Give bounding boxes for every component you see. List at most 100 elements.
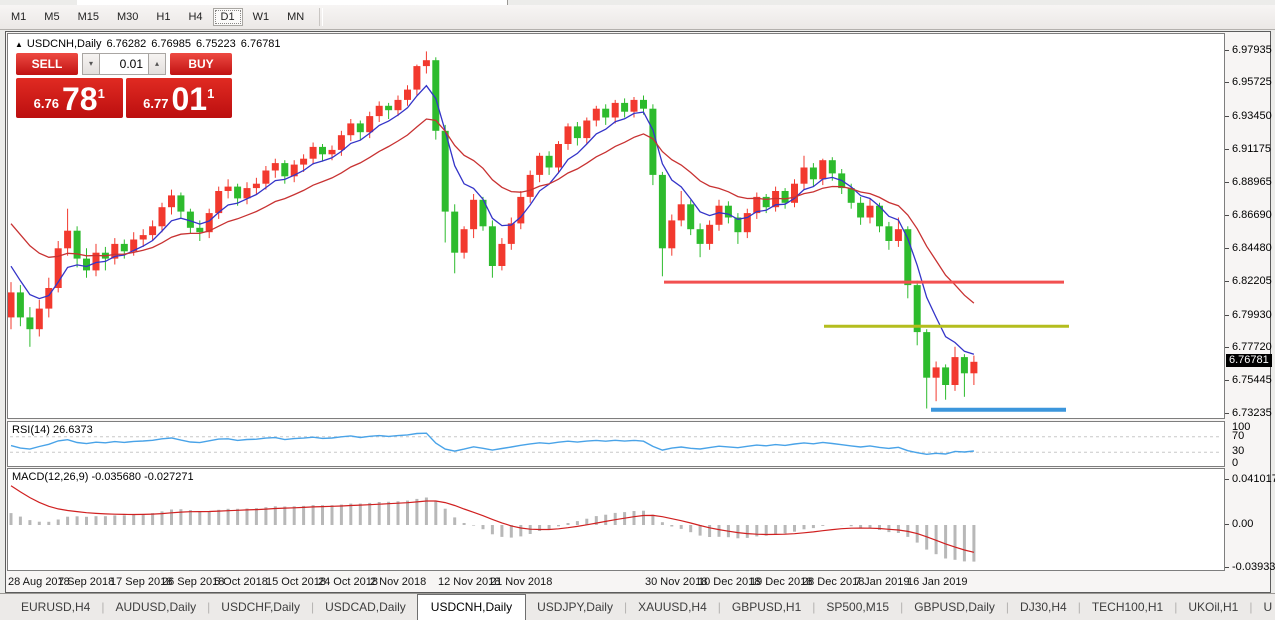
symbol-tab-TECH100-H1[interactable]: TECH100,H1: [1091, 600, 1164, 614]
date-axis-label: 5 Oct 2018: [214, 576, 268, 588]
date-axis-label: 17 Sep 2018: [110, 576, 173, 588]
price-axis-label: 6.73235: [1232, 406, 1272, 419]
timeframe-button-H1[interactable]: H1: [156, 11, 171, 23]
ohlc-high: 6.76985: [151, 38, 192, 50]
rsi-label: RSI(14) 26.6373: [12, 424, 93, 436]
symbol-tab-EURUSD-H4[interactable]: EURUSD,H4: [21, 600, 91, 614]
date-axis-label: 28 Aug 2018: [8, 576, 70, 588]
date-axis-label: 7 Jan 2019: [855, 576, 910, 588]
bid-big-digits: 78: [61, 81, 98, 117]
collapse-indicator-icon[interactable]: ▲: [15, 40, 23, 49]
date-axis-label: 26 Sep 2018: [162, 576, 225, 588]
tab-separator: |: [1005, 600, 1010, 614]
ma-slow-line: [10, 118, 975, 304]
volume-increase-button[interactable]: ▴: [148, 53, 166, 75]
rsi-plot[interactable]: [8, 422, 1224, 466]
timeframe-button-H4[interactable]: H4: [188, 11, 203, 23]
macd-tick: [1225, 479, 1229, 480]
ask-pip-digit: 1: [207, 86, 215, 101]
chart-window: ▲ USDCNH,Daily 6.76282 6.76985 6.75223 6.7678…: [5, 31, 1275, 593]
price-tick: [1225, 215, 1229, 217]
timeframe-button-W1[interactable]: W1: [252, 11, 270, 23]
bid-price-display[interactable]: 6.76 78 1: [16, 78, 123, 118]
price-tick: [1225, 347, 1229, 348]
buy-button[interactable]: BUY: [170, 53, 232, 75]
rsi-indicator-panel[interactable]: RSI(14) 26.6373: [7, 421, 1225, 467]
symbol-tab-SP500-M15[interactable]: SP500,M15: [826, 600, 890, 614]
ohlc-open: 6.76282: [106, 38, 147, 50]
rsi-axis-scale[interactable]: 100 70 30 0: [1225, 421, 1271, 469]
symbol-tab-AUDUSD-Daily[interactable]: AUDUSD,Daily: [115, 600, 197, 614]
macd-indicator-panel[interactable]: MACD(12,26,9) -0.035680 -0.027271: [7, 468, 1225, 571]
volume-input[interactable]: 0.01: [100, 53, 148, 75]
symbol-tab-XAUUSD-H4[interactable]: XAUUSD,H4: [638, 600, 707, 614]
symbol-tab-USDCNH-Daily[interactable]: USDCNH,Daily: [416, 593, 527, 620]
price-axis-label: 6.93450: [1232, 109, 1272, 122]
price-axis-scale[interactable]: 6.97935 6.95725 6.93450 6.91175 6.88965 6.866…: [1225, 33, 1272, 419]
current-price-tag: 6.76781: [1226, 353, 1272, 367]
tab-separator: |: [812, 600, 816, 614]
price-tick: [1225, 115, 1229, 117]
ohlc-low: 6.75223: [196, 38, 236, 50]
rsi-axis-label: 0: [1232, 457, 1239, 469]
symbol-tab-DJ30-H4[interactable]: DJ30,H4: [1020, 600, 1067, 614]
volume-decrease-button[interactable]: ▾: [82, 53, 100, 75]
ohlc-close: 6.76781: [240, 38, 281, 50]
ma-fast-line: [10, 84, 975, 355]
price-tick: [1225, 314, 1229, 316]
timeframe-button-M1[interactable]: M1: [11, 11, 27, 23]
symbol-info-line: ▲ USDCNH,Daily 6.76282 6.76985 6.75223 6.7678…: [15, 38, 286, 50]
price-plot[interactable]: [8, 34, 1224, 418]
tab-separator: |: [310, 600, 315, 614]
symbol-tab-truncated[interactable]: U: [1263, 600, 1273, 614]
price-axis-label: 6.86690: [1232, 209, 1272, 222]
rsi-axis-label: 100: [1232, 421, 1251, 433]
price-tick: [1225, 82, 1229, 84]
ask-price-display[interactable]: 6.77 01 1: [125, 78, 232, 118]
date-axis-label: 10 Dec 2018: [698, 576, 761, 588]
price-tick: [1225, 281, 1229, 283]
price-chart-panel[interactable]: ▲ USDCNH,Daily 6.76282 6.76985 6.75223 6.7678…: [7, 33, 1225, 419]
symbol-tab-GBPUSD-H1[interactable]: GBPUSD,H1: [731, 600, 802, 614]
symbol-tab-GBPUSD-Daily[interactable]: GBPUSD,Daily: [914, 600, 995, 614]
symbol-tab-USDJPY-Daily[interactable]: USDJPY,Daily: [537, 600, 613, 614]
date-axis[interactable]: 28 Aug 2018 7 Sep 2018 17 Sep 2018 26 Sep 2…: [7, 572, 1225, 593]
symbol-tab-USDCHF-Daily[interactable]: USDCHF,Daily: [221, 600, 300, 614]
macd-plot[interactable]: [8, 469, 1224, 570]
timeframe-button-M5[interactable]: M5: [44, 11, 60, 23]
toolbar-separator: [319, 8, 324, 26]
macd-axis-label: 0.041017: [1232, 473, 1275, 485]
price-axis-label: 6.79930: [1232, 308, 1272, 321]
timeframe-button-M30[interactable]: M30: [116, 11, 139, 23]
macd-tick: [1225, 524, 1229, 525]
tab-separator: |: [1249, 600, 1253, 614]
timeframe-button-MN[interactable]: MN: [287, 11, 305, 23]
timeframe-button-M15[interactable]: M15: [77, 11, 99, 23]
symbol-tab-UKOil-H1[interactable]: UKOil,H1: [1188, 600, 1239, 614]
price-axis-label: 6.88965: [1232, 175, 1272, 188]
bid-prefix: 6.76: [33, 96, 59, 111]
date-axis-label: 19 Dec 2018: [750, 576, 813, 588]
chart-tab-bar: EURUSD,H4 | AUDUSD,Daily | USDCHF,Daily | USDC…: [0, 593, 1275, 620]
timeframe-button-D1[interactable]: D1: [212, 8, 243, 26]
sell-button[interactable]: SELL: [16, 53, 78, 75]
macd-signal-line: [10, 485, 975, 553]
date-axis-label: 15 Oct 2018: [266, 576, 326, 588]
symbol-tab-USDCAD-Daily[interactable]: USDCAD,Daily: [325, 600, 406, 614]
price-tick: [1225, 247, 1229, 249]
upper-toolbar-remnant: [0, 0, 1275, 5]
price-axis-label: 6.97935: [1232, 43, 1272, 56]
price-axis-label: 6.84480: [1232, 241, 1272, 254]
tab-separator: |: [207, 600, 211, 614]
date-axis-label: 24 Oct 2018: [318, 576, 378, 588]
tab-separator: |: [101, 600, 105, 614]
symbol-title: USDCNH,Daily: [26, 38, 102, 50]
price-tick: [1225, 149, 1229, 151]
timeframe-toolbar: M1 M5 M15 M30 H1 H4 D1 W1 MN: [0, 5, 1275, 30]
volume-spinner: ▾ 0.01 ▴: [82, 53, 166, 75]
date-axis-label: 12 Nov 2018: [438, 576, 501, 588]
date-axis-label: 30 Nov 2018: [645, 576, 708, 588]
price-axis-label: 6.91175: [1232, 143, 1271, 156]
